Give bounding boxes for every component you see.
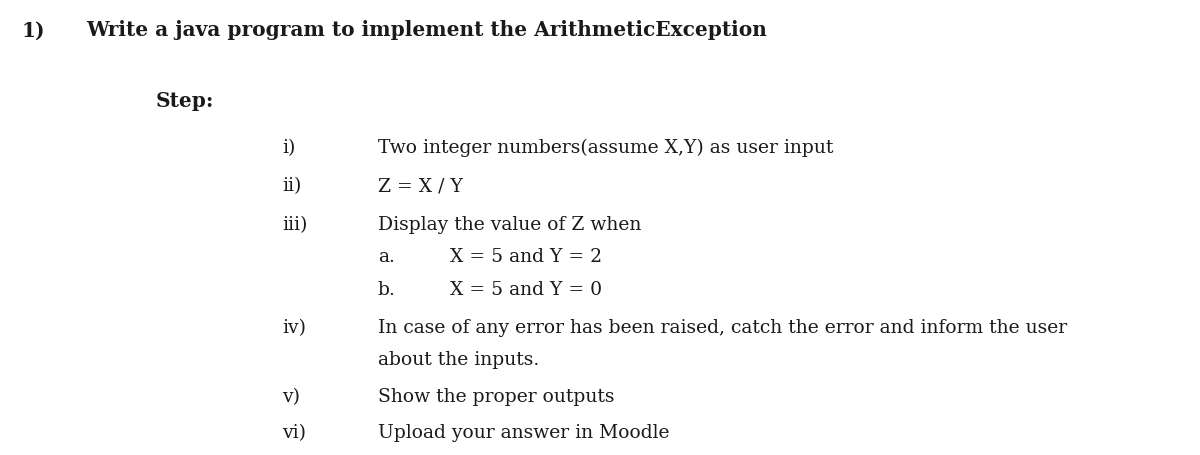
- Text: Display the value of Z when: Display the value of Z when: [378, 216, 641, 234]
- Text: iv): iv): [282, 319, 306, 338]
- Text: v): v): [282, 388, 300, 406]
- Text: Upload your answer in Moodle: Upload your answer in Moodle: [378, 424, 670, 442]
- Text: Write a java program to implement the ArithmeticException: Write a java program to implement the Ar…: [86, 20, 767, 40]
- Text: Show the proper outputs: Show the proper outputs: [378, 388, 614, 406]
- Text: In case of any error has been raised, catch the error and inform the user: In case of any error has been raised, ca…: [378, 319, 1067, 338]
- Text: vi): vi): [282, 424, 306, 442]
- Text: Step:: Step:: [156, 91, 215, 111]
- Text: Two integer numbers(assume X,Y) as user input: Two integer numbers(assume X,Y) as user …: [378, 139, 833, 157]
- Text: ii): ii): [282, 177, 301, 196]
- Text: 1): 1): [22, 20, 46, 40]
- Text: about the inputs.: about the inputs.: [378, 351, 539, 369]
- Text: i): i): [282, 139, 295, 157]
- Text: b.: b.: [378, 281, 396, 299]
- Text: X = 5 and Y = 0: X = 5 and Y = 0: [450, 281, 602, 299]
- Text: Z = X / Y: Z = X / Y: [378, 177, 463, 196]
- Text: a.: a.: [378, 248, 395, 266]
- Text: iii): iii): [282, 216, 307, 234]
- Text: X = 5 and Y = 2: X = 5 and Y = 2: [450, 248, 602, 266]
